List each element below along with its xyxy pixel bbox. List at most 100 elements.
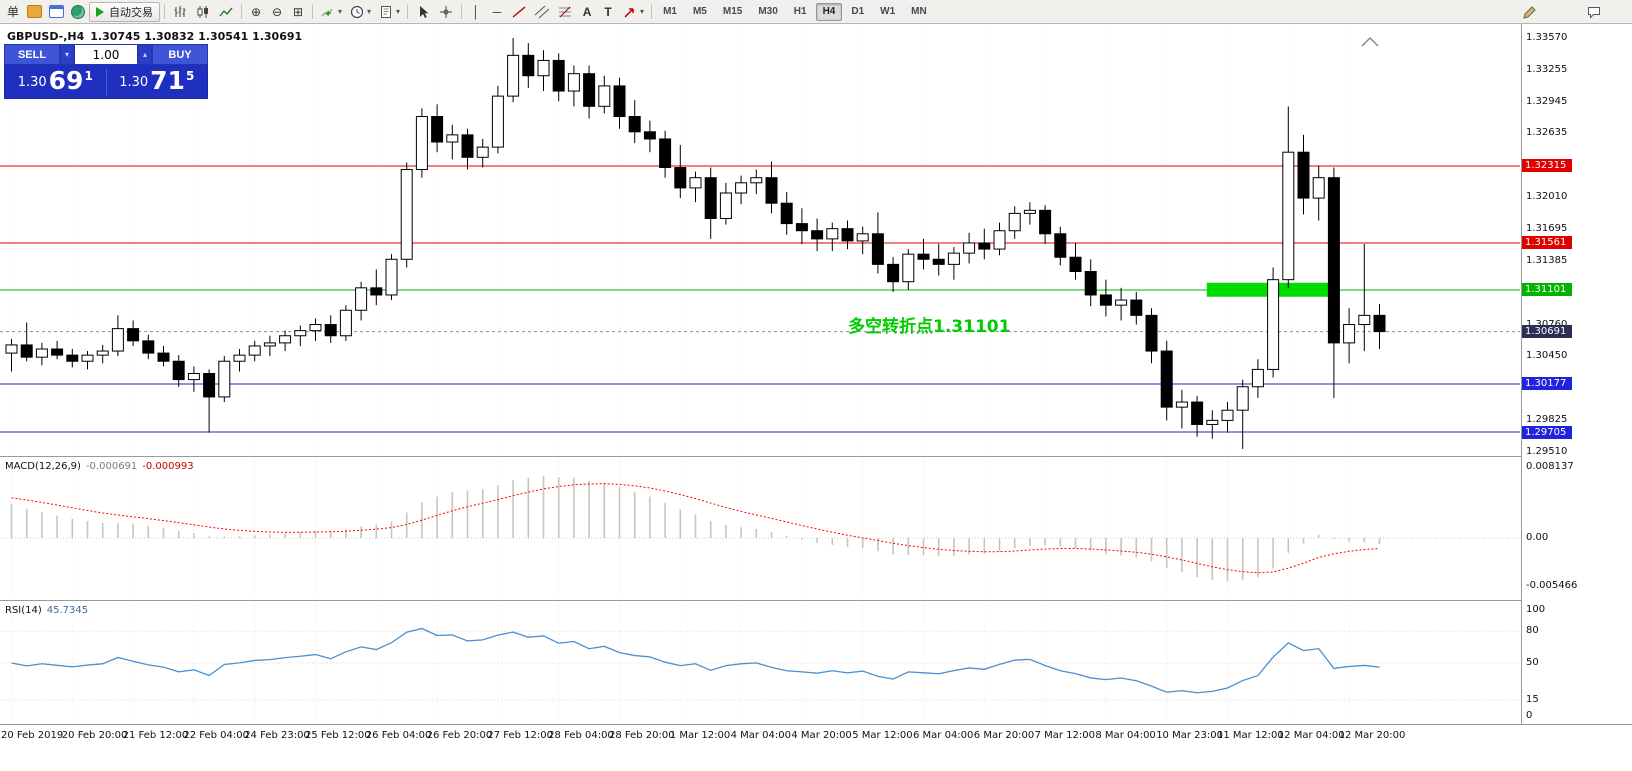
cursor-tool-button[interactable] (412, 2, 434, 22)
caret-down-icon: ▾ (396, 6, 401, 16)
time-tick-label: 26 Feb 20:00 (426, 730, 493, 741)
time-tick-label: 28 Feb 04:00 (548, 730, 614, 741)
candlestick-mode-button[interactable] (192, 2, 214, 22)
time-tick-label: 5 Mar 12:00 (852, 730, 913, 741)
templates-button[interactable]: ▾ (375, 2, 403, 22)
macd-axis-label: 0.008137 (1526, 461, 1574, 473)
periods-button[interactable]: ▾ (346, 2, 374, 22)
sell-price[interactable]: 1.30 69 1 (17, 65, 93, 95)
macd-axis-label: 0.00 (1526, 532, 1549, 543)
price-tick-label: 1.29510 (1526, 446, 1568, 457)
price-tick-label: 1.33570 (1526, 32, 1568, 43)
time-tick-label: 4 Mar 04:00 (730, 730, 791, 741)
time-tick-label: 12 Mar 20:00 (1338, 730, 1406, 741)
buy-button[interactable]: BUY (152, 44, 208, 65)
rsi-panel[interactable] (0, 602, 1520, 722)
caret-down-icon: ▾ (640, 6, 645, 16)
indicators-button[interactable]: ▾ (317, 2, 345, 22)
rsi-axis-label: 80 (1526, 625, 1539, 637)
volume-up-button[interactable]: ▴ (138, 44, 152, 65)
chat-bubble-icon (1588, 6, 1600, 19)
timeframe-w1-button[interactable]: W1 (873, 2, 903, 21)
volume-down-button[interactable]: ▾ (60, 44, 74, 65)
price-line-label: 1.30177 (1522, 377, 1572, 391)
label-tool-button[interactable]: T (598, 2, 618, 22)
bar-chart-mode-button[interactable] (169, 2, 191, 22)
arrow-tool-icon (624, 7, 634, 18)
market-watch-button[interactable] (68, 2, 88, 22)
new-order-button[interactable]: 单 (3, 2, 23, 22)
chart-plot[interactable] (0, 24, 1520, 456)
fibonacci-tool-button[interactable] (554, 2, 576, 22)
price-axis[interactable]: 1.33570 1.33255 1.32945 1.32635 1.32010 1.316… (1521, 24, 1577, 724)
toolbar-separator (164, 4, 165, 19)
tile-windows-button[interactable]: ⊞ (288, 2, 308, 22)
macd-panel[interactable] (0, 458, 1520, 598)
line-chart-icon (219, 7, 233, 16)
caret-down-icon: ▾ (338, 6, 343, 16)
toolbar: 单 自动交易 ⊕ ⊖ ⊞ ▾ ▾ (0, 0, 1632, 24)
timeframe-group: M1 M5 M15 M30 H1 H4 D1 W1 MN (656, 2, 934, 21)
time-tick-label: 6 Mar 04:00 (913, 730, 974, 741)
timeframe-h1-button[interactable]: H1 (786, 2, 814, 21)
cursor-arrow-icon (420, 5, 429, 18)
time-tick-label: 20 Feb 2019 (1, 730, 64, 741)
time-tick-label: 12 Mar 04:00 (1277, 730, 1345, 741)
horizontal-line-tool-button[interactable]: ─ (487, 2, 507, 22)
chat-button[interactable] (1583, 2, 1605, 22)
zoom-in-button[interactable]: ⊕ (246, 2, 266, 22)
play-icon (96, 6, 104, 17)
time-tick-label: 21 Feb 12:00 (122, 730, 189, 741)
buy-price[interactable]: 1.30 71 5 (119, 65, 195, 95)
macd-axis-label: -0.005466 (1526, 579, 1578, 591)
chart-title: GBPUSD-,H4 1.30745 1.30832 1.30541 1.3069… (7, 30, 302, 43)
price-line-label: 1.31101 (1522, 283, 1572, 297)
caret-down-icon: ▾ (367, 6, 372, 16)
new-chart-button[interactable] (46, 2, 67, 22)
rsi-axis-label: 50 (1526, 657, 1539, 668)
autotrade-button[interactable]: 自动交易 (89, 1, 160, 22)
ohlc-bars-icon (174, 5, 186, 17)
current-price-label: 1.30691 (1522, 325, 1572, 339)
timeframe-h4-button[interactable]: H4 (815, 2, 843, 21)
compose-button[interactable] (1519, 2, 1541, 22)
trendline-tool-button[interactable] (508, 2, 530, 22)
time-tick-label: 10 Mar 23:00 (1156, 730, 1223, 741)
time-tick-label: 1 Mar 12:00 (669, 730, 731, 741)
profiles-button[interactable] (24, 2, 45, 22)
vertical-line-tool-button[interactable]: │ (466, 2, 486, 22)
toolbar-separator (651, 4, 653, 19)
time-tick-label: 24 Feb 23:00 (244, 730, 310, 741)
volume-input[interactable] (74, 44, 138, 65)
time-tick-label: 7 Mar 12:00 (1034, 730, 1095, 741)
timeframe-mn-button[interactable]: MN (904, 2, 934, 21)
zoom-out-button[interactable]: ⊖ (267, 2, 287, 22)
chart-window-icon (49, 5, 64, 18)
channel-tool-button[interactable] (531, 2, 553, 22)
channel-icon (534, 5, 550, 18)
toolbar-right-group (1519, 2, 1629, 22)
time-axis[interactable]: 20 Feb 2019 20 Feb 20:00 21 Feb 12:00 22 Fe… (0, 724, 1632, 771)
line-chart-mode-button[interactable] (215, 2, 237, 22)
autotrade-label: 自动交易 (109, 6, 153, 19)
timeframe-m15-button[interactable]: M15 (715, 2, 750, 21)
sell-button[interactable]: SELL (4, 44, 60, 65)
panel-separator[interactable] (0, 600, 1571, 601)
timeframe-m30-button[interactable]: M30 (751, 2, 785, 21)
price-tick-label: 1.29825 (1526, 413, 1568, 425)
price-tick-label: 1.32635 (1526, 127, 1568, 139)
panel-separator[interactable] (0, 456, 1571, 457)
timeframe-m5-button[interactable]: M5 (685, 2, 714, 21)
crosshair-icon (440, 5, 453, 18)
rsi-axis-label: 0 (1526, 710, 1533, 721)
text-tool-button[interactable]: A (577, 2, 597, 22)
price-tick-label: 1.32010 (1526, 191, 1568, 203)
candlestick-icon (197, 5, 208, 18)
arrows-tool-button[interactable]: ▾ (619, 2, 647, 22)
crosshair-tool-button[interactable] (435, 2, 457, 22)
price-tick-label: 1.31695 (1526, 223, 1568, 235)
timeframe-m1-button[interactable]: M1 (656, 2, 684, 21)
price-tick-label: 1.32945 (1526, 95, 1568, 107)
price-line-label: 1.32315 (1522, 159, 1572, 173)
timeframe-d1-button[interactable]: D1 (844, 2, 872, 21)
